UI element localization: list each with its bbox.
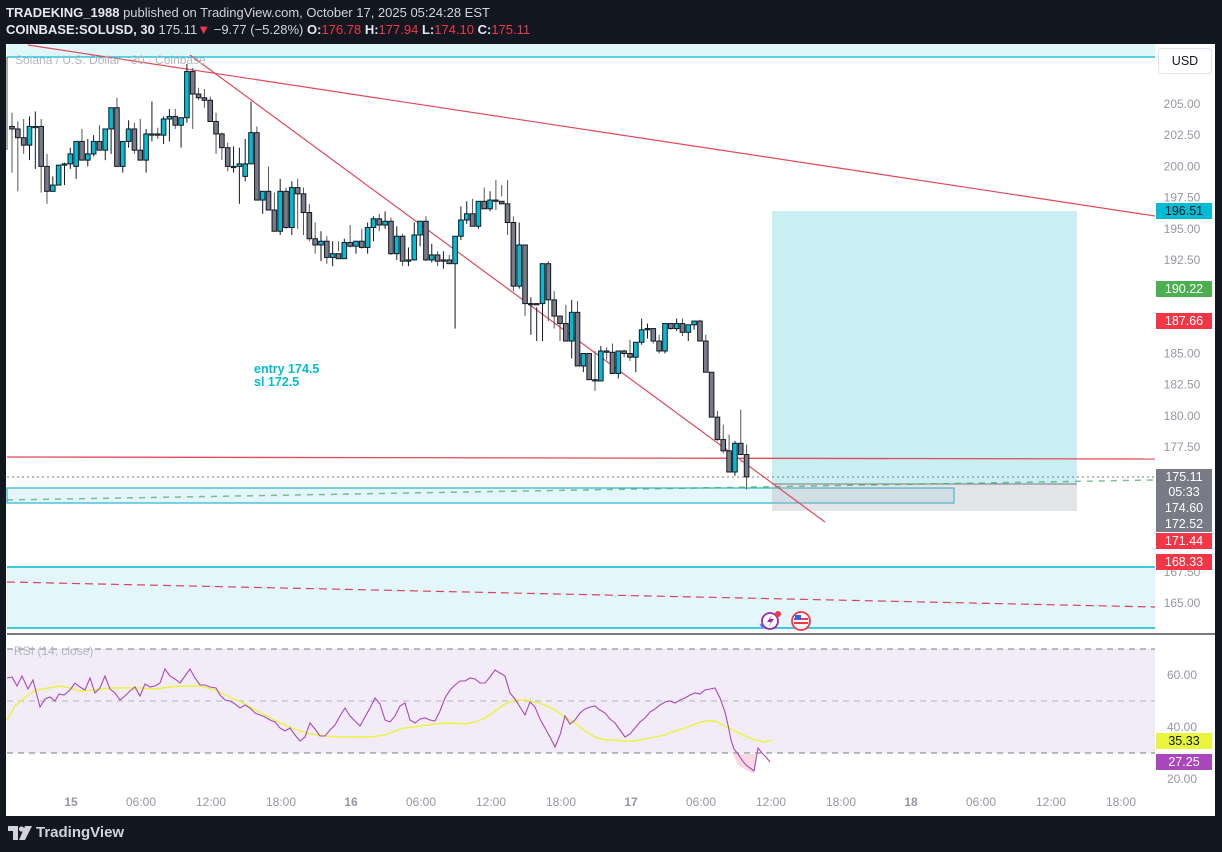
time-tick: 06:00: [686, 795, 716, 809]
author-name[interactable]: TRADEKING_1988: [6, 5, 120, 20]
rsi-legend[interactable]: RSI (14, close): [14, 644, 94, 658]
time-tick: 12:00: [1036, 795, 1066, 809]
rsi-tick-20: 20.00: [1167, 772, 1197, 786]
price-tag: 175.11: [1156, 469, 1212, 485]
demand-zone: [7, 567, 1155, 628]
price-tick: 205.00: [1164, 97, 1201, 111]
time-tick: 18: [904, 795, 918, 809]
price-tick: 192.50: [1164, 253, 1201, 267]
time-tick: 17: [624, 795, 638, 809]
time-tick: 12:00: [196, 795, 226, 809]
low-label: L:: [421, 22, 435, 37]
price-tag: 190.22: [1156, 281, 1212, 297]
high-label: H:: [364, 22, 379, 37]
symbol-label: COINBASE:SOLUSD, 30: [6, 22, 155, 37]
price-tick: 200.00: [1164, 159, 1201, 173]
entry-zone: [6, 487, 955, 504]
time-tick: 12:00: [476, 795, 506, 809]
rsi-tick-40: 40.00: [1167, 720, 1197, 734]
note-stop-loss: sl 172.5: [254, 375, 300, 389]
price-tick: 197.50: [1164, 191, 1201, 205]
tradingview-logo[interactable]: TradingView: [8, 824, 124, 841]
trade-note[interactable]: entry 174.5 sl 172.5: [254, 363, 319, 389]
price-tick: 165.00: [1164, 596, 1201, 610]
open-label: O:: [306, 22, 322, 37]
us-flag-event-icon[interactable]: [791, 611, 811, 631]
price-tick: 185.00: [1164, 347, 1201, 361]
brand-name: TradingView: [36, 824, 125, 841]
price-tick: 202.50: [1164, 128, 1201, 142]
rsi-tick-60: 60.00: [1167, 668, 1197, 682]
high-value: 177.94: [378, 22, 419, 37]
long-position-stop[interactable]: [772, 484, 1077, 511]
price-axis[interactable]: 205.00 202.50 200.00 197.50 195.00 192.50 185.…: [1164, 97, 1201, 610]
price-tag: 168.33: [1156, 554, 1212, 570]
lightning-event-icon[interactable]: [760, 611, 781, 630]
price-tag: 196.51: [1156, 203, 1212, 219]
time-tick: 15: [64, 795, 78, 809]
time-tick: 06:00: [966, 795, 996, 809]
publish-header: TRADEKING_1988 published on TradingView.…: [6, 4, 530, 38]
price-tick: 195.00: [1164, 222, 1201, 236]
open-value: 176.78: [321, 22, 362, 37]
rsi-value-tag: 27.25: [1156, 754, 1212, 770]
trendline-short[interactable]: [189, 54, 826, 523]
price-tick: 177.50: [1164, 440, 1201, 454]
published-text: published on TradingView.com, October 17…: [123, 5, 490, 20]
rsi-ma-line: [6, 685, 773, 743]
price-tag: 172.52: [1156, 516, 1212, 532]
chart-legend[interactable]: Solana / U.S. Dollar · 30 · Coinbase: [15, 53, 206, 67]
time-tick: 18:00: [266, 795, 296, 809]
time-tick: 18:00: [1106, 795, 1136, 809]
price-tag: 171.44: [1156, 533, 1212, 549]
price-tick: 180.00: [1164, 409, 1201, 423]
time-tick: 16: [344, 795, 358, 809]
dashed-red-channel: [6, 581, 1156, 608]
time-tick: 06:00: [126, 795, 156, 809]
price-tag: 05:33: [1156, 484, 1212, 500]
rsi-line: [6, 667, 771, 772]
tradingview-logo-icon: [8, 825, 32, 840]
horizontal-resistance-line[interactable]: [6, 456, 1156, 460]
price-tick: 182.50: [1164, 378, 1201, 392]
long-position-target[interactable]: [772, 211, 1077, 484]
time-axis[interactable]: 15 06:00 12:00 18:00 16 06:00 12:00 18:00 17 06:0…: [64, 795, 1136, 809]
price-tag: 187.66: [1156, 313, 1212, 329]
time-tick: 12:00: [756, 795, 786, 809]
trendline-long[interactable]: [27, 44, 1156, 217]
time-tick: 06:00: [406, 795, 436, 809]
rsi-ma-tag: 35.33: [1156, 733, 1212, 749]
candles: [9, 64, 750, 490]
top-zone: [7, 44, 1155, 57]
currency-button[interactable]: USD: [1158, 48, 1212, 74]
close-value: 175.11: [491, 22, 531, 37]
note-entry: entry 174.5: [254, 362, 320, 376]
publish-line: TRADEKING_1988 published on TradingView.…: [6, 4, 530, 21]
close-label: C:: [477, 22, 492, 37]
low-value: 174.10: [434, 22, 474, 37]
price-change: −9.77 (−5.28%): [213, 22, 304, 37]
ohlc-line: COINBASE:SOLUSD, 30 175.11▼ −9.77 (−5.28…: [6, 21, 530, 38]
time-tick: 18:00: [826, 795, 856, 809]
time-tick: 18:00: [546, 795, 576, 809]
last-price: 175.11: [158, 22, 198, 37]
price-tag: 174.60: [1156, 500, 1212, 516]
down-arrow-icon: ▼: [197, 22, 211, 37]
